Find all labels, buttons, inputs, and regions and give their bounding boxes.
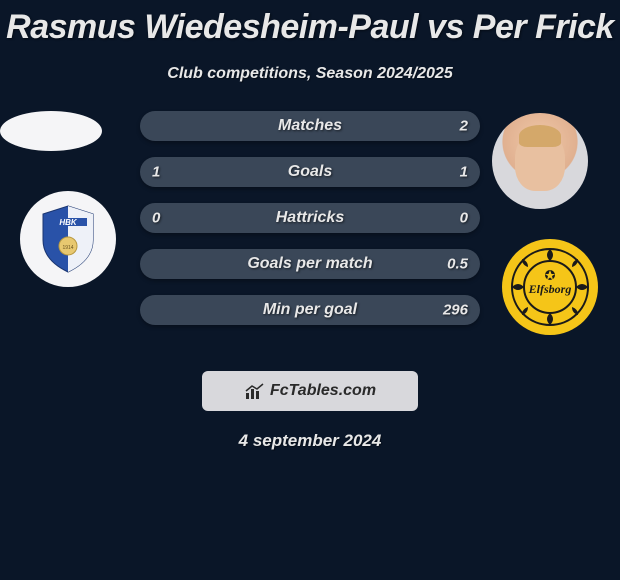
stat-label: Hattricks <box>276 209 344 227</box>
comparison-area: HBK 1914 Elfsborg Matches 2 1 Goals 1 <box>0 111 620 371</box>
stat-label: Goals <box>288 163 332 181</box>
stat-bars-container: Matches 2 1 Goals 1 0 Hattricks 0 Goals … <box>140 111 480 341</box>
hbk-shield-icon: HBK 1914 <box>39 204 97 274</box>
stat-left-value: 0 <box>152 210 160 227</box>
fctables-watermark: FcTables.com <box>202 371 418 411</box>
stat-label: Matches <box>278 117 342 135</box>
date-text: 4 september 2024 <box>0 431 620 451</box>
stat-row-hattricks: 0 Hattricks 0 <box>140 203 480 233</box>
stat-right-value: 1 <box>460 164 468 181</box>
season-subtitle: Club competitions, Season 2024/2025 <box>0 65 620 83</box>
stat-left-value: 1 <box>152 164 160 181</box>
player-head-icon <box>515 131 565 191</box>
stat-row-matches: Matches 2 <box>140 111 480 141</box>
svg-text:HBK: HBK <box>59 218 78 227</box>
stat-right-value: 0.5 <box>447 256 468 273</box>
chart-icon <box>244 383 264 399</box>
elfsborg-badge-icon: Elfsborg <box>508 245 592 329</box>
svg-text:Elfsborg: Elfsborg <box>528 282 572 296</box>
svg-text:1914: 1914 <box>62 245 73 251</box>
club-right-badge: Elfsborg <box>502 239 598 335</box>
stat-right-value: 296 <box>443 302 468 319</box>
stat-row-goals-per-match: Goals per match 0.5 <box>140 249 480 279</box>
fctables-label: FcTables.com <box>270 382 376 400</box>
comparison-title: Rasmus Wiedesheim-Paul vs Per Frick <box>0 0 620 47</box>
stat-row-min-per-goal: Min per goal 296 <box>140 295 480 325</box>
stat-row-goals: 1 Goals 1 <box>140 157 480 187</box>
stat-label: Min per goal <box>263 301 357 319</box>
player-right-avatar <box>492 113 588 209</box>
stat-right-value: 2 <box>460 118 468 135</box>
player-left-avatar-placeholder <box>0 111 102 151</box>
stat-label: Goals per match <box>247 255 372 273</box>
stat-right-value: 0 <box>460 210 468 227</box>
club-left-badge: HBK 1914 <box>20 191 116 287</box>
